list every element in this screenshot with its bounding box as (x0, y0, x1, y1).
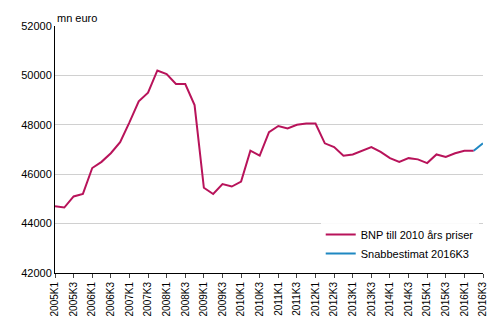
svg-text:2011K1: 2011K1 (273, 282, 284, 316)
svg-text:44000: 44000 (21, 217, 52, 229)
svg-text:2010K1: 2010K1 (235, 282, 246, 317)
svg-text:42000: 42000 (21, 267, 52, 279)
svg-text:2016K1: 2016K1 (459, 282, 470, 317)
svg-text:46000: 46000 (21, 168, 52, 180)
svg-text:2009K3: 2009K3 (217, 282, 228, 317)
svg-text:mn euro: mn euro (57, 12, 97, 24)
svg-text:2006K1: 2006K1 (86, 282, 97, 317)
svg-text:2010K3: 2010K3 (254, 282, 265, 317)
svg-text:2013K3: 2013K3 (366, 282, 377, 317)
svg-text:2015K1: 2015K1 (421, 282, 432, 317)
svg-text:48000: 48000 (21, 119, 52, 131)
svg-text:2016K3: 2016K3 (477, 282, 488, 317)
svg-text:2007K1: 2007K1 (124, 282, 135, 317)
svg-text:2012K3: 2012K3 (328, 282, 339, 317)
svg-text:2014K1: 2014K1 (384, 282, 395, 317)
svg-text:2015K3: 2015K3 (440, 282, 451, 317)
svg-text:2011K3: 2011K3 (291, 282, 302, 316)
svg-text:2005K1: 2005K1 (49, 282, 60, 317)
svg-text:2008K3: 2008K3 (180, 282, 191, 317)
svg-text:2005K3: 2005K3 (68, 282, 79, 317)
svg-text:2006K3: 2006K3 (105, 282, 116, 317)
svg-text:50000: 50000 (21, 69, 52, 81)
svg-text:2008K1: 2008K1 (161, 282, 172, 317)
svg-text:Snabbestimat 2016K3: Snabbestimat 2016K3 (361, 248, 469, 260)
svg-text:2009K1: 2009K1 (198, 282, 209, 317)
svg-text:52000: 52000 (21, 20, 52, 32)
svg-text:BNP till 2010 års priser: BNP till 2010 års priser (361, 229, 474, 241)
svg-text:2013K1: 2013K1 (347, 282, 358, 317)
svg-text:2012K1: 2012K1 (310, 282, 321, 317)
svg-text:2014K3: 2014K3 (403, 282, 414, 317)
svg-text:2007K3: 2007K3 (142, 282, 153, 317)
